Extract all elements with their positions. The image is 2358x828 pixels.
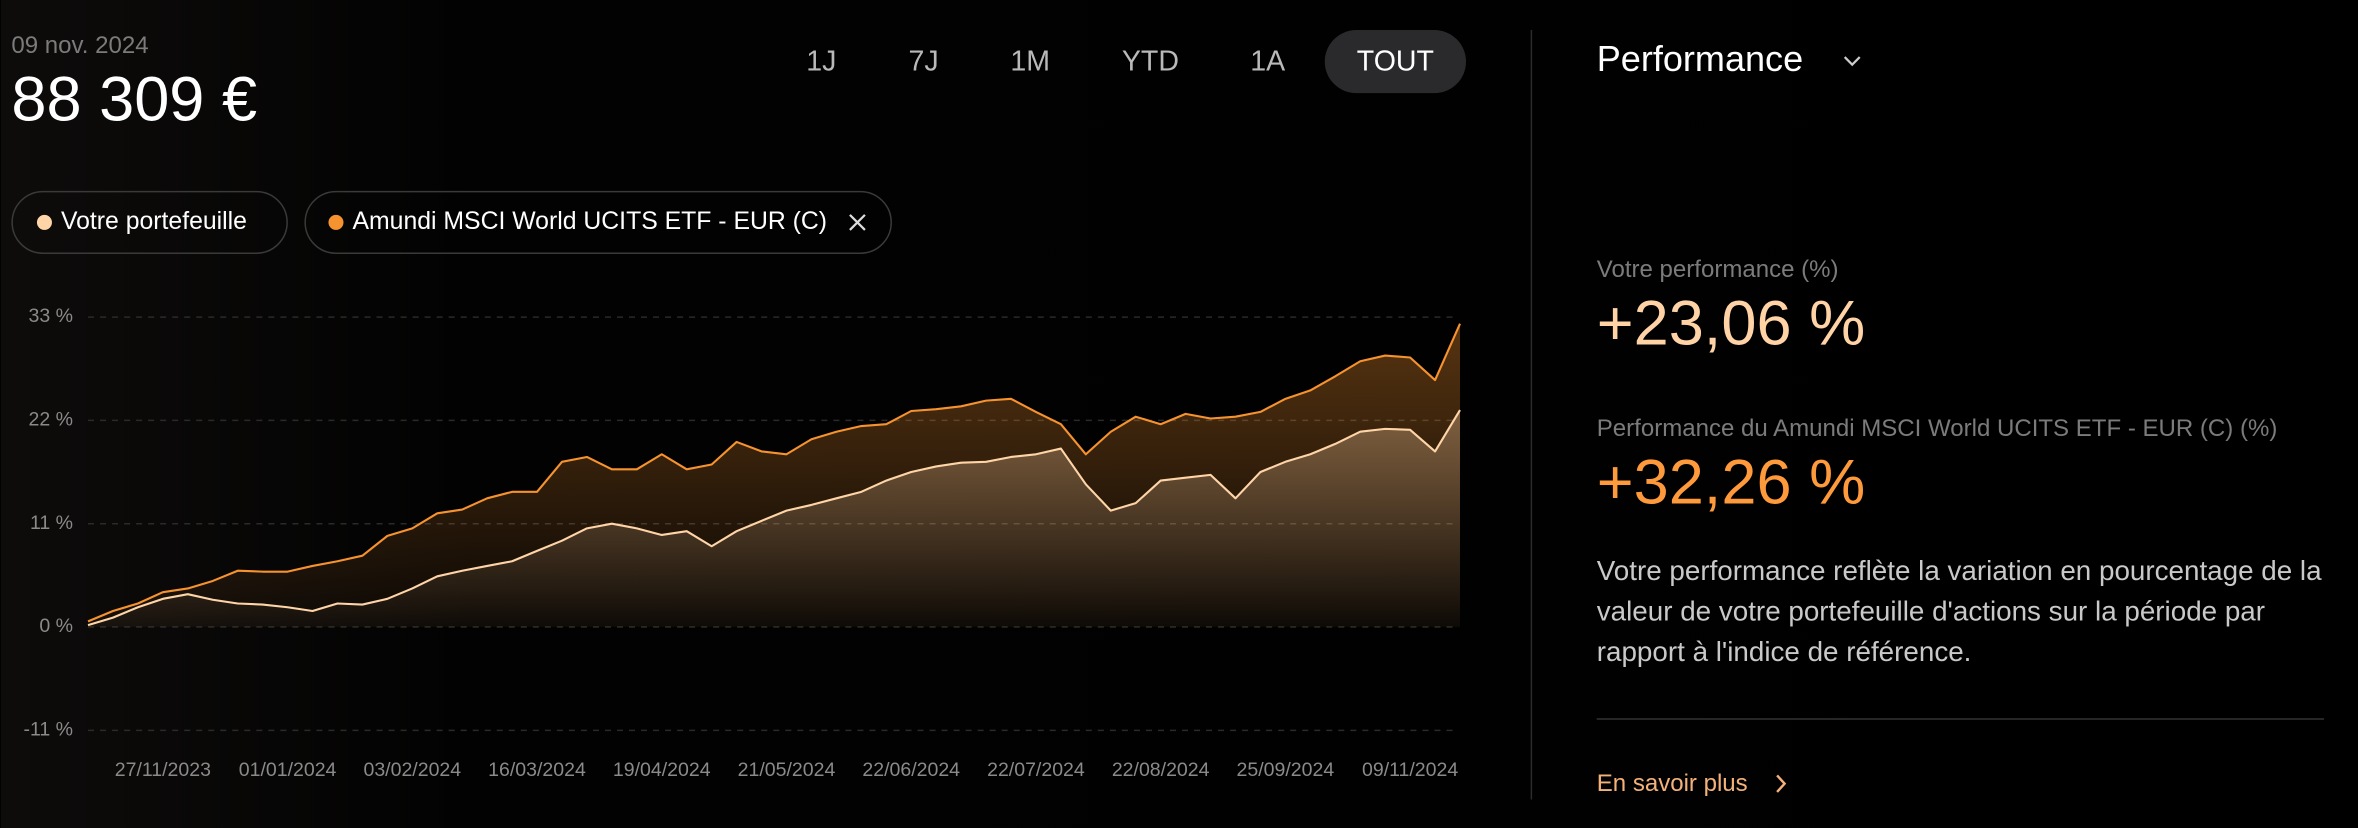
link-icon[interactable] — [1776, 774, 1787, 793]
perf-value: +23,06 % — [1597, 288, 1865, 358]
x-tick-label: 21/05/2024 — [738, 759, 836, 781]
legend-label: Amundi MSCI World UCITS ETF - EUR (C) — [353, 208, 828, 235]
range-button-active[interactable]: TOUT — [1357, 46, 1434, 78]
x-tick-label: 09/11/2024 — [1362, 759, 1458, 781]
y-tick-label: 22 % — [29, 409, 73, 431]
description-box: Votre performance reflète la variation e… — [1596, 554, 2322, 668]
x-tick-label: 19/04/2024 — [613, 759, 711, 781]
x-tick-label: 01/01/2024 — [239, 759, 337, 781]
x-tick-label: 22/06/2024 — [862, 759, 960, 781]
range-button[interactable]: YTD — [1122, 46, 1179, 78]
active-button-bg — [1324, 30, 1467, 94]
perf-label: Votre performance (%) — [1597, 256, 1839, 283]
y-tick-label: 0 % — [39, 615, 73, 637]
series-line — [87, 323, 1461, 623]
legend-chip[interactable] — [11, 190, 288, 254]
perf-value: +32,26 % — [1597, 448, 1865, 518]
legend-label: Votre portefeuille — [61, 208, 247, 235]
y-tick-label: 11 % — [30, 512, 73, 534]
panel-title[interactable]: Performance — [1597, 38, 1803, 79]
range-button[interactable]: 1M — [1010, 46, 1050, 78]
range-button[interactable]: 7J — [908, 46, 938, 78]
y-tick-label: 33 % — [29, 305, 73, 327]
series-area — [88, 410, 1461, 628]
y-tick-label: -11 % — [23, 718, 73, 740]
range-button[interactable]: 1A — [1250, 46, 1285, 78]
portfolio-value: 88 309 € — [11, 64, 257, 134]
legend-chip[interactable] — [304, 190, 892, 254]
x-tick-label: 25/09/2024 — [1237, 759, 1335, 781]
series-line — [87, 409, 1461, 627]
learn-more-link[interactable]: En savoir plus — [1597, 770, 1748, 797]
x-tick-label: 22/08/2024 — [1112, 759, 1210, 781]
date: 09 nov. 2024 — [11, 32, 148, 59]
dropdown-icon[interactable] — [1843, 56, 1861, 67]
x-tick-label: 27/11/2023 — [115, 759, 211, 781]
range-button[interactable]: 1J — [806, 46, 836, 78]
remove-icon[interactable] — [849, 214, 866, 231]
perf-label: Performance du Amundi MSCI World UCITS E… — [1597, 415, 2278, 442]
x-tick-label: 22/07/2024 — [987, 759, 1085, 781]
description: Votre performance reflète la variation e… — [1596, 554, 2322, 668]
legend-dot — [36, 214, 52, 230]
legend-dot — [328, 214, 344, 230]
x-tick-label: 03/02/2024 — [363, 759, 461, 781]
x-tick-label: 16/03/2024 — [488, 759, 586, 781]
chart: 33 % 22 % 11 % 0 % -11 % 27/11/2023 01/01/2024… — [23, 305, 1461, 781]
